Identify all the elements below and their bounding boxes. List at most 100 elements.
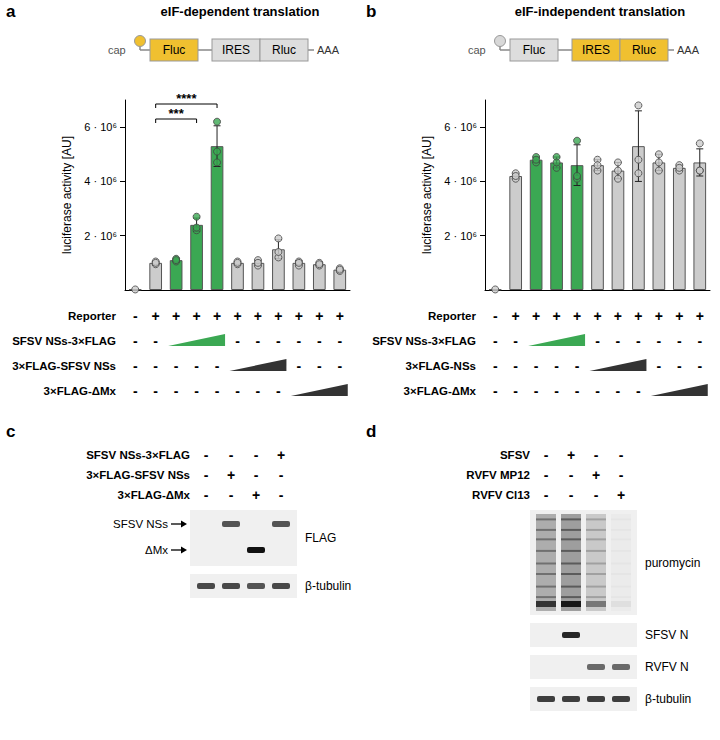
svg-text:b: b [366, 2, 376, 21]
svg-text:FLAG: FLAG [305, 531, 336, 545]
svg-text:Fluc: Fluc [163, 43, 186, 57]
svg-text:-: - [133, 333, 138, 349]
svg-text:-: - [636, 383, 641, 399]
svg-text:SFSV NSs-3×FLAG: SFSV NSs-3×FLAG [86, 449, 190, 461]
svg-text:-: - [297, 333, 302, 349]
svg-text:-: - [229, 487, 234, 503]
svg-text:+: + [274, 308, 282, 324]
svg-text:***: *** [169, 106, 185, 121]
svg-text:β-tubulin: β-tubulin [645, 692, 691, 706]
svg-text:-: - [594, 487, 599, 503]
svg-text:+: + [567, 447, 575, 463]
svg-text:-: - [317, 358, 322, 374]
svg-text:-: - [204, 447, 209, 463]
svg-text:-: - [256, 333, 261, 349]
svg-text:RVFV MP12: RVFV MP12 [466, 469, 530, 481]
svg-text:-: - [697, 333, 702, 349]
svg-text:2 · 10⁶: 2 · 10⁶ [84, 230, 117, 242]
svg-text:-: - [279, 487, 284, 503]
svg-text:-: - [254, 467, 259, 483]
svg-text:-: - [297, 358, 302, 374]
svg-text:Reporter: Reporter [428, 310, 476, 322]
svg-text:-: - [595, 333, 600, 349]
svg-text:3×FLAG-SFSV NSs: 3×FLAG-SFSV NSs [86, 469, 190, 481]
svg-text:+: + [655, 308, 663, 324]
svg-text:+: + [532, 308, 540, 324]
svg-text:-: - [513, 383, 518, 399]
svg-text:-: - [133, 383, 138, 399]
svg-text:-: - [575, 383, 580, 399]
svg-text:-: - [174, 358, 179, 374]
svg-text:+: + [552, 308, 560, 324]
svg-text:-: - [513, 358, 518, 374]
svg-text:-: - [337, 333, 342, 349]
svg-text:-: - [594, 447, 599, 463]
svg-text:-: - [657, 358, 662, 374]
svg-text:AAA: AAA [317, 44, 340, 56]
svg-text:Rluc: Rluc [632, 43, 656, 57]
svg-text:cap: cap [108, 44, 126, 56]
svg-text:+: + [152, 308, 160, 324]
svg-text:-: - [544, 447, 549, 463]
svg-text:3×FLAG-ΔMx: 3×FLAG-ΔMx [44, 385, 117, 397]
svg-text:+: + [172, 308, 180, 324]
svg-text:-: - [569, 467, 574, 483]
svg-text:-: - [254, 447, 259, 463]
svg-text:-: - [513, 333, 518, 349]
svg-text:4 · 10⁶: 4 · 10⁶ [84, 175, 117, 187]
svg-text:-: - [215, 358, 220, 374]
svg-text:-: - [554, 358, 559, 374]
svg-text:eIF-dependent translation: eIF-dependent translation [161, 4, 320, 19]
svg-text:+: + [295, 308, 303, 324]
svg-text:d: d [366, 422, 376, 441]
svg-text:Reporter: Reporter [68, 310, 116, 322]
svg-text:3×FLAG-ΔMx: 3×FLAG-ΔMx [404, 385, 477, 397]
svg-text:RVFV N: RVFV N [645, 660, 689, 674]
svg-text:-: - [493, 358, 498, 374]
svg-text:****: **** [176, 91, 197, 106]
svg-text:6 · 10⁶: 6 · 10⁶ [84, 121, 117, 133]
svg-text:SFSV NSs-3×FLAG: SFSV NSs-3×FLAG [372, 335, 476, 347]
svg-text:3×FLAG-NSs: 3×FLAG-NSs [405, 360, 476, 372]
svg-text:-: - [569, 487, 574, 503]
svg-text:SFSV NSs-3×FLAG: SFSV NSs-3×FLAG [12, 335, 116, 347]
svg-text:c: c [6, 422, 15, 441]
svg-text:2 · 10⁶: 2 · 10⁶ [444, 230, 477, 242]
svg-text:-: - [174, 383, 179, 399]
svg-text:β-tubulin: β-tubulin [305, 579, 351, 593]
svg-text:-: - [554, 383, 559, 399]
svg-text:-: - [133, 358, 138, 374]
svg-text:-: - [194, 383, 199, 399]
svg-text:-: - [595, 383, 600, 399]
svg-text:+: + [696, 308, 704, 324]
svg-text:-: - [575, 358, 580, 374]
svg-text:AAA: AAA [677, 44, 700, 56]
svg-text:-: - [204, 467, 209, 483]
svg-text:+: + [512, 308, 520, 324]
svg-text:-: - [534, 358, 539, 374]
svg-text:-: - [279, 467, 284, 483]
svg-text:-: - [619, 447, 624, 463]
svg-text:-: - [235, 333, 240, 349]
svg-text:-: - [337, 358, 342, 374]
svg-text:-: - [493, 383, 498, 399]
svg-text:-: - [636, 333, 641, 349]
svg-text:+: + [336, 308, 344, 324]
svg-text:-: - [317, 333, 322, 349]
svg-text:+: + [277, 447, 285, 463]
svg-text:-: - [657, 333, 662, 349]
svg-text:IRES: IRES [222, 43, 250, 57]
svg-text:+: + [233, 308, 241, 324]
svg-text:-: - [534, 383, 539, 399]
svg-text:-: - [235, 383, 240, 399]
svg-text:+: + [593, 308, 601, 324]
svg-text:luciferase activity [AU]: luciferase activity [AU] [420, 136, 434, 254]
svg-text:+: + [227, 467, 235, 483]
svg-text:ΔMx: ΔMx [145, 544, 168, 556]
svg-text:+: + [573, 308, 581, 324]
svg-text:+: + [614, 308, 622, 324]
svg-text:-: - [276, 333, 281, 349]
svg-text:-: - [544, 487, 549, 503]
svg-text:cap: cap [468, 44, 486, 56]
svg-text:-: - [544, 467, 549, 483]
